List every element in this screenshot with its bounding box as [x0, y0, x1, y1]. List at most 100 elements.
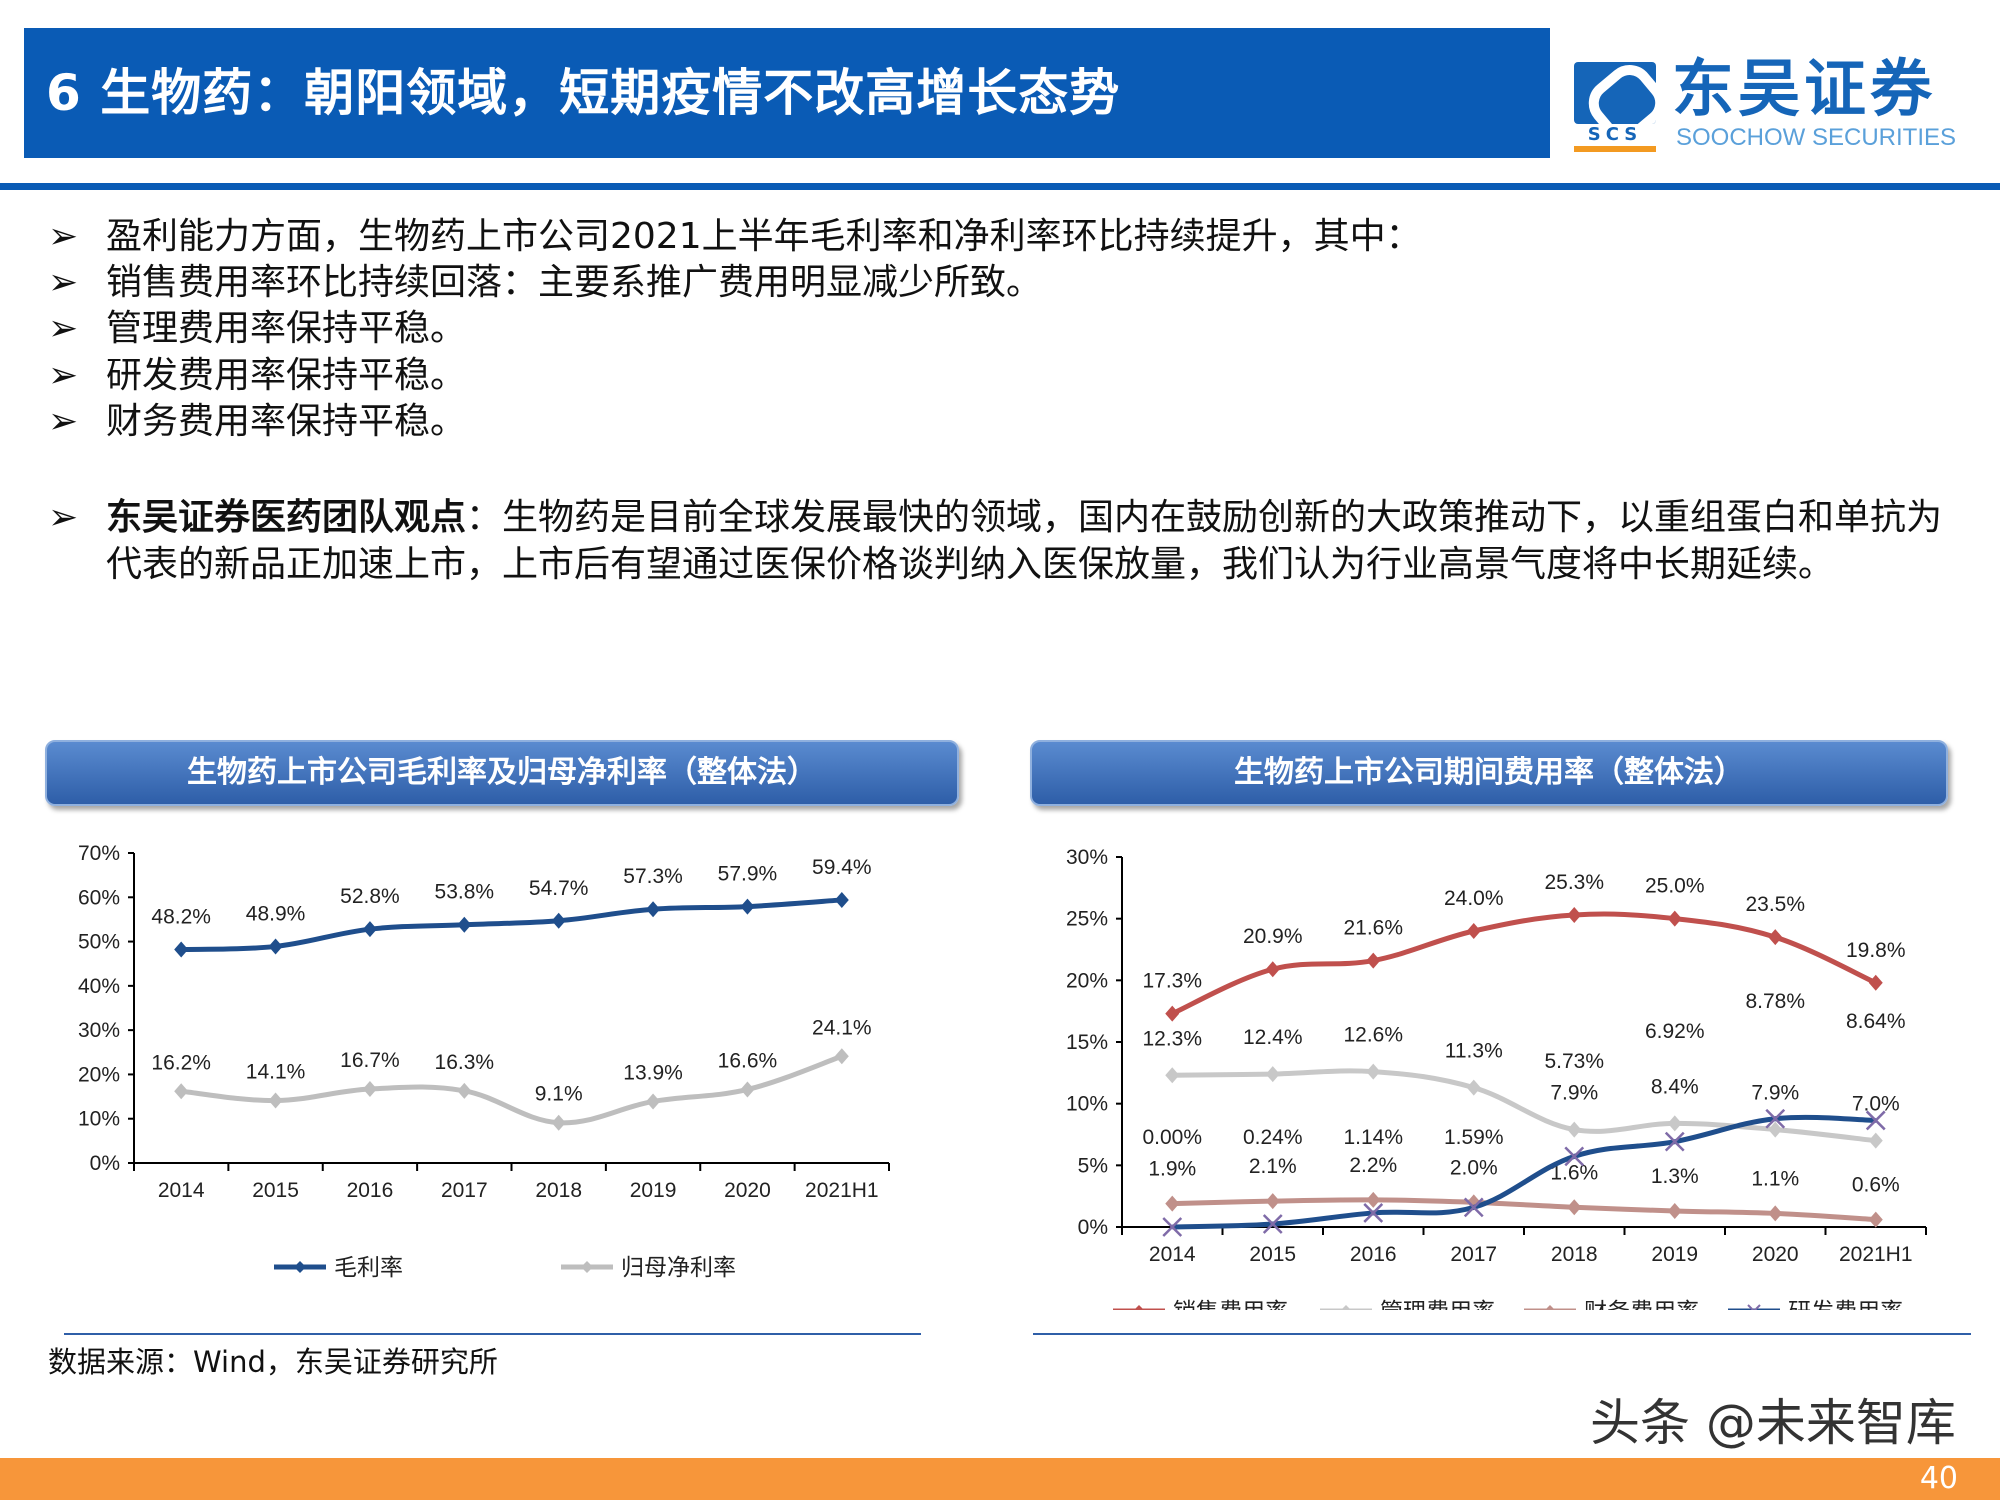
- data-point: [268, 938, 283, 955]
- series-line-销售费用率: [1171, 911, 1877, 1016]
- data-point: [1165, 1067, 1180, 1084]
- legend-label: 销售费用率: [1173, 1298, 1288, 1310]
- soochow-logo: SCS 东吴证券 SOOCHOW SECURITIES: [1572, 52, 1972, 152]
- data-point: [551, 1114, 566, 1131]
- logo-scs: SCS: [1587, 124, 1643, 145]
- data-label: 16.6%: [718, 1049, 778, 1072]
- x-tick-label: 2017: [1450, 1243, 1497, 1266]
- data-point: [1768, 1121, 1783, 1138]
- data-label: 57.3%: [623, 865, 683, 888]
- x-tick-label: 2019: [630, 1179, 677, 1202]
- x-tick-label: 2015: [252, 1179, 299, 1202]
- data-point: [1564, 1146, 1585, 1167]
- data-point: [1567, 906, 1582, 923]
- data-point: [1768, 929, 1783, 946]
- y-tick-label: 60%: [78, 886, 120, 909]
- data-label: 16.3%: [435, 1051, 495, 1074]
- data-label: 2.0%: [1450, 1156, 1498, 1179]
- x-tick-label: 2021H1: [805, 1179, 879, 1202]
- logo-bar: [1574, 146, 1656, 152]
- data-point: [1466, 923, 1481, 939]
- legend-marker: [1545, 1305, 1555, 1310]
- data-point: [1868, 1132, 1883, 1149]
- page-number: 40: [1919, 1461, 1958, 1496]
- data-label: 0.00%: [1142, 1126, 1202, 1149]
- data-label: 12.3%: [1142, 1027, 1202, 1050]
- data-point: [268, 1092, 283, 1109]
- series-line-毛利率: [181, 897, 842, 953]
- data-point: [1463, 1197, 1484, 1218]
- data-point: [1868, 974, 1883, 991]
- bullet-text: 管理费用率保持平稳。: [106, 308, 467, 349]
- y-tick-label: 40%: [78, 975, 120, 998]
- data-label: 16.2%: [151, 1051, 211, 1074]
- data-point: [1466, 1079, 1481, 1096]
- y-tick-label: 15%: [1066, 1031, 1108, 1054]
- data-point: [834, 891, 849, 908]
- data-point: [1366, 952, 1381, 969]
- x-tick-label: 2020: [1752, 1243, 1799, 1266]
- arrow-bullet-icon: ➢: [48, 497, 79, 538]
- data-point: [1363, 1203, 1384, 1223]
- data-label: 8.64%: [1846, 1010, 1906, 1033]
- bullet-text: 财务费用率保持平稳。: [106, 401, 467, 442]
- x-tick-label: 2014: [158, 1179, 205, 1202]
- margin-chart: 0% 10% 20% 30% 40% 50% 60% 70% 2014 2015 2016 2017 2…: [78, 842, 890, 1280]
- watermark: 头条 @未来智库: [1590, 1394, 1956, 1452]
- data-point: [740, 1081, 755, 1098]
- data-point: [457, 916, 472, 933]
- series-line-财务费用率: [1172, 1197, 1876, 1223]
- x-tick-label: 2020: [724, 1179, 771, 1202]
- bullet-text: 销售费用率环比持续回落：主要系推广费用明显减少所致。: [106, 262, 1043, 303]
- data-point: [1868, 1211, 1883, 1228]
- data-point: [1567, 1121, 1582, 1138]
- data-label: 14.1%: [246, 1061, 306, 1084]
- arrow-bullet-icon: ➢: [48, 262, 79, 303]
- data-point: [362, 1081, 377, 1098]
- y-tick-label: 20%: [1066, 969, 1108, 992]
- arrow-bullet-icon: ➢: [48, 216, 79, 257]
- data-source: 数据来源：Wind，东吴证券研究所: [48, 1345, 498, 1379]
- data-point: [1162, 1217, 1183, 1237]
- data-point: [646, 1093, 661, 1110]
- y-tick-label: 70%: [78, 842, 120, 865]
- data-point: [457, 1082, 472, 1099]
- data-point: [1667, 1202, 1682, 1219]
- data-point: [1366, 1191, 1381, 1208]
- data-point: [174, 1083, 189, 1100]
- data-label: 57.9%: [718, 863, 778, 886]
- y-tick-label: 25%: [1066, 908, 1108, 931]
- data-label: 21.6%: [1343, 917, 1403, 940]
- page-title: 6 生物药：朝阳领域，短期疫情不改高增长态势: [46, 64, 1121, 122]
- data-point: [1265, 1193, 1280, 1210]
- data-label: 24.1%: [812, 1016, 872, 1039]
- legend-marker: [1747, 1304, 1761, 1310]
- legend-marker: [1134, 1305, 1144, 1310]
- legend-label: 财务费用率: [1584, 1298, 1699, 1310]
- legend-label: 毛利率: [334, 1254, 403, 1280]
- x-tick-label: 2016: [1350, 1243, 1397, 1266]
- opinion-text: ：生物药是目前全球发展最快的领域，国内在鼓励创新的大政策推动下，以重组蛋白和单抗…: [106, 497, 1943, 585]
- x-tick-label: 2018: [1551, 1243, 1598, 1266]
- data-label: 20.9%: [1243, 925, 1303, 948]
- arrow-bullet-icon: ➢: [48, 308, 79, 349]
- expense-chart: 0% 5% 10% 15% 20% 25% 30% 2014 2015 2016 2017 2018 2…: [1066, 846, 1927, 1310]
- header-bar: 6 生物药：朝阳领域，短期疫情不改高增长态势: [24, 28, 1550, 158]
- data-label: 48.9%: [246, 902, 306, 925]
- y-tick-label: 30%: [78, 1019, 120, 1042]
- opinion-heading: 东吴证券医药团队观点: [106, 497, 467, 538]
- data-point: [740, 898, 755, 915]
- arrow-bullet-icon: ➢: [48, 355, 79, 396]
- data-label: 54.7%: [529, 877, 589, 900]
- data-point: [1667, 910, 1682, 927]
- data-label: 0.24%: [1243, 1126, 1303, 1149]
- data-label: 0.6%: [1852, 1174, 1900, 1197]
- y-tick-label: 0%: [90, 1152, 120, 1175]
- data-point: [1466, 1194, 1481, 1211]
- data-point: [1567, 1199, 1582, 1216]
- series-line-管理费用率: [1172, 1068, 1877, 1144]
- data-point: [834, 1048, 849, 1065]
- arrow-bullet-icon: ➢: [48, 401, 79, 442]
- legend-marker: [1341, 1305, 1351, 1310]
- bullet-text: 盈利能力方面，生物药上市公司2021上半年毛利率和净利率环比持续提升，其中：: [106, 216, 1422, 257]
